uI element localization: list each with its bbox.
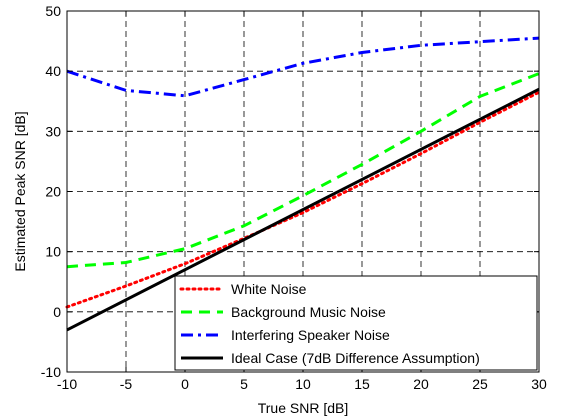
- series-line-white-noise: [65, 90, 541, 309]
- x-tick-label: 5: [240, 376, 248, 392]
- plot-series: [65, 36, 541, 332]
- x-axis-label: True SNR [dB]: [258, 400, 349, 416]
- x-tick-label: 10: [295, 376, 311, 392]
- x-tick-label: 20: [413, 376, 429, 392]
- series-line-background-music-noise: [66, 72, 540, 269]
- legend: White Noise Background Music Noise Interfe…: [174, 275, 538, 371]
- legend-label: White Noise: [231, 281, 307, 297]
- y-tick-label: 0: [53, 304, 61, 320]
- y-tick-label: 40: [45, 63, 61, 79]
- y-axis-label: Estimated Peak SNR [dB]: [12, 111, 28, 271]
- y-tick-label: 30: [45, 123, 61, 139]
- x-tick-label: 0: [181, 376, 189, 392]
- x-tick-label: 30: [531, 376, 547, 392]
- legend-label: Background Music Noise: [231, 304, 386, 320]
- grid: [67, 11, 539, 372]
- y-tick-label: 50: [45, 3, 61, 19]
- x-tick-label: 15: [354, 376, 370, 392]
- legend-label: Ideal Case (7dB Difference Assumption): [231, 350, 480, 366]
- legend-label: Interfering Speaker Noise: [231, 327, 390, 343]
- legend-item: White Noise: [179, 281, 307, 297]
- legend-item: Interfering Speaker Noise: [181, 327, 390, 343]
- x-tick-label: 25: [472, 376, 488, 392]
- y-tick-label: 10: [45, 244, 61, 260]
- x-tick-label: -10: [57, 376, 77, 392]
- x-tick-label: -5: [120, 376, 133, 392]
- legend-item: Ideal Case (7dB Difference Assumption): [181, 350, 480, 366]
- y-tick-label: 20: [45, 184, 61, 200]
- series-line-ideal-case-7db-difference-assumption: [66, 87, 540, 332]
- legend-item: Background Music Noise: [181, 304, 386, 320]
- y-tick-label: -10: [41, 364, 61, 380]
- series-line-interfering-speaker-noise: [66, 36, 540, 98]
- legend-box: [174, 275, 538, 371]
